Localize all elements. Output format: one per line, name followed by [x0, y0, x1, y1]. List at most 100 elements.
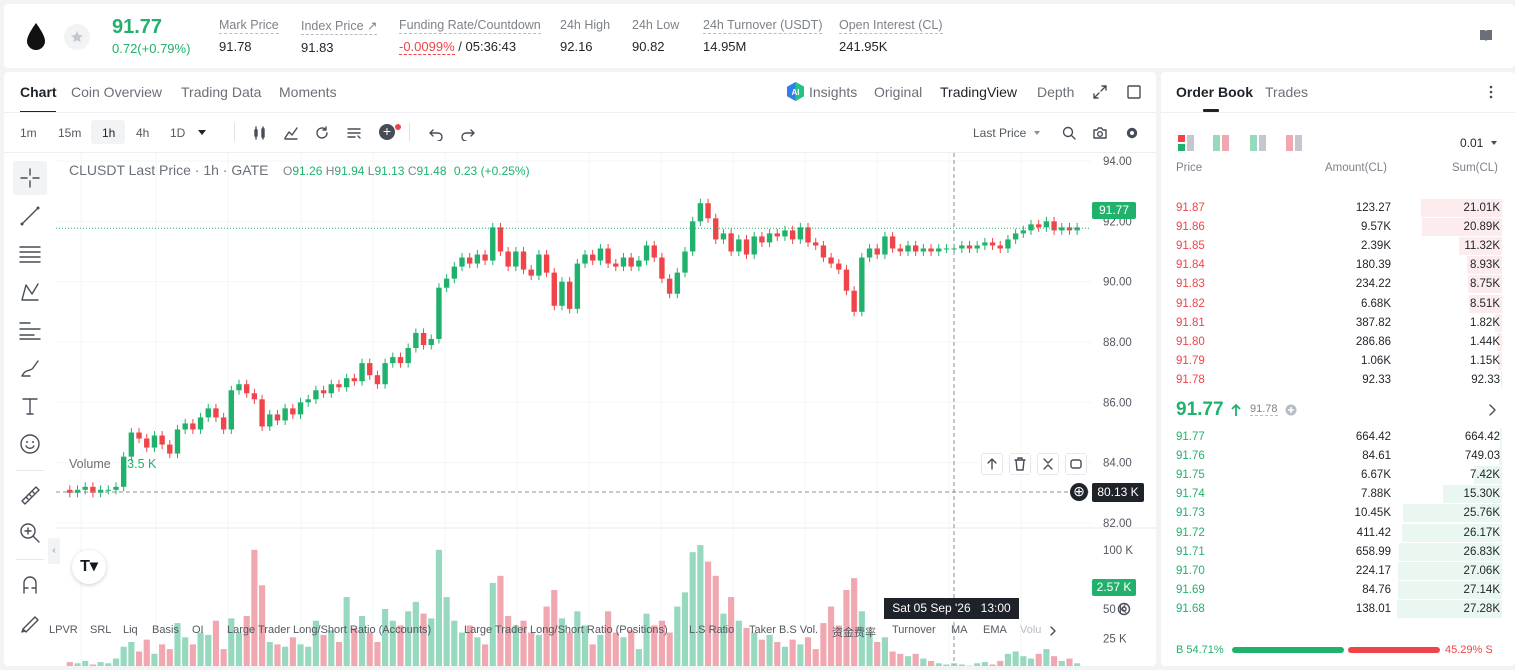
tab-chart[interactable]: Chart: [20, 84, 57, 100]
tab-order-book[interactable]: Order Book: [1176, 84, 1254, 100]
collapse-pane-button[interactable]: [1037, 453, 1059, 475]
indicator-ls-ratio[interactable]: L.S Ratio: [689, 624, 735, 636]
maximize-pane-button[interactable]: [1065, 453, 1087, 475]
expand-icon[interactable]: [1092, 84, 1108, 100]
chevron-down-icon[interactable]: [1490, 140, 1498, 146]
orderbook-row[interactable]: 91.69 84.76 27.14K: [1176, 580, 1502, 600]
trendline-tool[interactable]: [13, 199, 47, 233]
tab-original[interactable]: Original: [874, 84, 923, 100]
ruler-tool[interactable]: [13, 478, 47, 512]
orderbook-row[interactable]: 91.84 180.39 8.93K: [1176, 256, 1502, 275]
indicator-lpvr[interactable]: LPVR: [49, 624, 78, 636]
view-both-icon[interactable]: [1178, 135, 1194, 151]
gear-icon[interactable]: [1124, 125, 1140, 141]
magnet-tool[interactable]: [13, 567, 47, 601]
indicator-srl[interactable]: SRL: [90, 624, 112, 636]
emoji-tool[interactable]: [13, 427, 47, 461]
view-sell-icon[interactable]: [1286, 135, 1302, 151]
stat-funding-rate[interactable]: Funding Rate/Countdown -0.0099% / 05:36:…: [399, 18, 541, 55]
stat-index-price[interactable]: Index Price ↗ 91.83: [301, 19, 378, 55]
indicator-funding-rate[interactable]: 资金费率: [832, 627, 876, 639]
text-tool[interactable]: [13, 389, 47, 423]
orderbook-row[interactable]: 91.68 138.01 27.28K: [1176, 599, 1502, 619]
orderbook-row[interactable]: 91.85 2.39K 11.32K: [1176, 237, 1502, 256]
collapse-toolbar-button[interactable]: ‹: [48, 538, 60, 564]
search-icon[interactable]: [1061, 125, 1077, 141]
tab-trades[interactable]: Trades: [1265, 84, 1309, 100]
add-alert-icon[interactable]: ⊕: [1070, 483, 1088, 501]
chevron-down-icon[interactable]: [197, 129, 207, 137]
zoom-in-tool[interactable]: [13, 516, 47, 550]
interval-1m[interactable]: 1m: [20, 126, 37, 140]
book-icon[interactable]: [1479, 28, 1493, 42]
pattern-tool[interactable]: [13, 275, 47, 309]
interval-15m[interactable]: 15m: [58, 126, 82, 140]
crosshair-tool[interactable]: [13, 161, 47, 195]
indicator-ma[interactable]: MA: [951, 624, 968, 636]
orderbook-row[interactable]: 91.73 10.45K 25.76K: [1176, 504, 1502, 523]
orderbook-row[interactable]: 91.79 1.06K 1.15K: [1176, 351, 1502, 371]
lock-drawing-tool[interactable]: [13, 605, 47, 639]
camera-icon[interactable]: [1092, 125, 1108, 141]
interval-1h[interactable]: 1h: [102, 126, 116, 140]
tab-trading-data[interactable]: Trading Data: [181, 84, 262, 100]
interval-4h[interactable]: 4h: [136, 126, 150, 140]
chevron-down-icon[interactable]: [1033, 130, 1041, 136]
price-source-select[interactable]: Last Price: [973, 126, 1027, 140]
orderbook-row[interactable]: 91.76 84.61 749.03: [1176, 447, 1502, 466]
prediction-tool[interactable]: [13, 313, 47, 347]
view-buy-icon[interactable]: [1250, 135, 1266, 151]
orderbook-row[interactable]: 91.71 658.99 26.83K: [1176, 542, 1502, 562]
stat-mark-price[interactable]: Mark Price 91.78: [219, 18, 279, 54]
indicator-volume[interactable]: Volu: [1020, 624, 1042, 636]
delete-button[interactable]: [1009, 453, 1031, 475]
indicator-taker-bs-vol[interactable]: Taker B.S Vol.: [749, 624, 819, 636]
time-settings-icon[interactable]: [1116, 601, 1132, 617]
stat-24h-turnover[interactable]: 24h Turnover (USDT) 14.95M: [703, 18, 823, 54]
chevron-right-icon[interactable]: [1487, 403, 1497, 417]
add-indicator-icon[interactable]: +: [379, 124, 395, 140]
move-up-button[interactable]: [981, 453, 1003, 475]
orderbook-row[interactable]: 91.86 9.57K 20.89K: [1176, 218, 1502, 237]
orderbook-row[interactable]: 91.78 92.33 92.33: [1176, 370, 1502, 390]
window-icon[interactable]: [1126, 84, 1142, 100]
orderbook-row[interactable]: 91.70 224.17 27.06K: [1176, 561, 1502, 581]
tradingview-logo-icon[interactable]: T▾: [72, 550, 106, 584]
tab-tradingview[interactable]: TradingView: [940, 84, 1018, 100]
tab-moments[interactable]: Moments: [279, 84, 337, 100]
indicator-ema[interactable]: EMA: [983, 624, 1007, 636]
more-icon[interactable]: [1487, 84, 1495, 100]
undo-icon[interactable]: [428, 125, 444, 141]
tab-insights[interactable]: Insights: [809, 84, 858, 100]
templates-icon[interactable]: [346, 125, 362, 141]
orderbook-row[interactable]: 91.75 6.67K 7.42K: [1176, 466, 1502, 485]
indicator-turnover[interactable]: Turnover: [892, 624, 936, 636]
orderbook-row[interactable]: 91.80 286.86 1.44K: [1176, 332, 1502, 352]
orderbook-row[interactable]: 91.72 411.42 26.17K: [1176, 523, 1502, 543]
fib-tool[interactable]: [13, 237, 47, 271]
tab-coin-overview[interactable]: Coin Overview: [71, 84, 163, 100]
indicator-oi[interactable]: OI: [192, 624, 204, 636]
redo-icon[interactable]: [460, 125, 476, 141]
indicator-large-trader-positions[interactable]: Large Trader Long/Short Ratio (Positions…: [464, 624, 668, 636]
orderbook-row[interactable]: 91.77 664.42 664.42: [1176, 428, 1502, 447]
orderbook-row[interactable]: 91.74 7.88K 15.30K: [1176, 485, 1502, 504]
interval-1d[interactable]: 1D: [170, 126, 186, 140]
replay-icon[interactable]: [314, 125, 330, 141]
tab-depth[interactable]: Depth: [1037, 84, 1075, 100]
indicator-liq[interactable]: Liq: [123, 624, 138, 636]
price-chart[interactable]: 94.00 92.00 90.00 88.00 86.00 84.00 82.00 100 K…: [56, 153, 1156, 666]
favorite-star-icon[interactable]: [64, 24, 90, 50]
brush-tool[interactable]: [13, 351, 47, 385]
candles-icon[interactable]: [252, 125, 268, 141]
indicator-basis[interactable]: Basis: [152, 624, 179, 636]
indicator-large-trader-accounts[interactable]: Large Trader Long/Short Ratio (Accounts): [227, 624, 432, 636]
stat-open-interest[interactable]: Open Interest (CL) 241.95K: [839, 18, 943, 54]
view-bids-icon[interactable]: [1213, 135, 1229, 151]
orderbook-row[interactable]: 91.82 6.68K 8.51K: [1176, 294, 1502, 314]
orderbook-row[interactable]: 91.87 123.27 21.01K: [1176, 199, 1502, 218]
tick-size-select[interactable]: 0.01: [1460, 136, 1484, 150]
chevron-right-icon[interactable]: [1048, 625, 1058, 637]
orderbook-row[interactable]: 91.81 387.82 1.82K: [1176, 313, 1502, 333]
shield-icon[interactable]: [1285, 404, 1297, 416]
